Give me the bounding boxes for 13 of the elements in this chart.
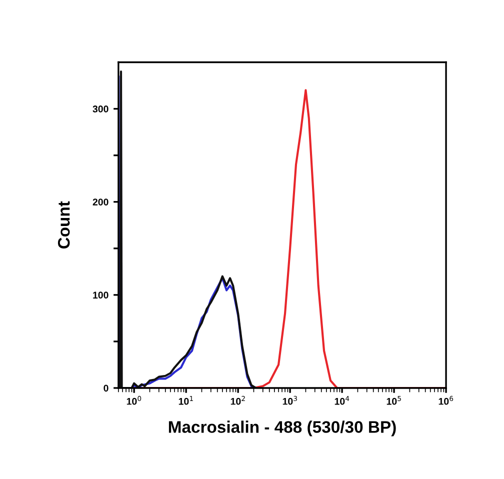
x-tick-label: 10$^{6}$ xyxy=(438,396,454,405)
x-tick-label: 10$^{5}$ xyxy=(386,396,401,405)
x-tick-label: 10$^{3}$ xyxy=(282,396,297,405)
x-tick-label: 10$^{2}$ xyxy=(230,396,245,405)
x-tick-label: 10$^{1}$ xyxy=(178,396,193,405)
y-tick-label: 100 xyxy=(93,292,108,299)
x-axis-title: Macrosialin - 488 (530/30 BP) xyxy=(168,420,396,436)
y-tick-label: 300 xyxy=(92,106,108,112)
y-tick-label: 200 xyxy=(92,198,108,206)
y-tick-label: 0 xyxy=(104,384,108,392)
x-tick-label: 10$^{4}$ xyxy=(334,396,350,405)
y-axis-title: Count xyxy=(58,201,70,249)
x-tick-label: 10$^{0}$ xyxy=(126,396,142,405)
